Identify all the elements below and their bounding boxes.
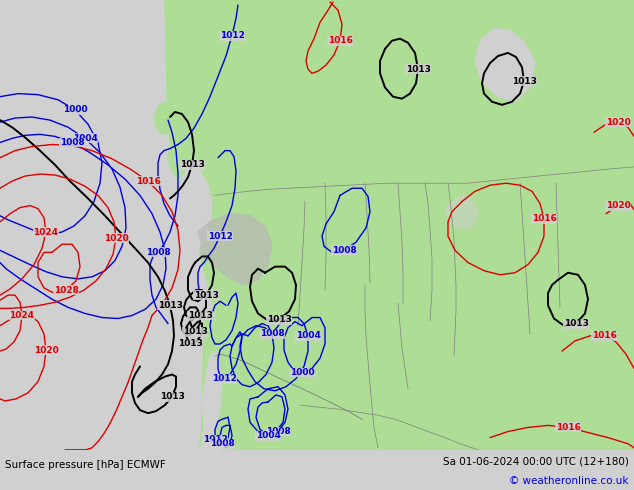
- Text: 1000: 1000: [63, 105, 87, 114]
- Text: 1020: 1020: [34, 345, 58, 355]
- Text: 1013: 1013: [188, 311, 212, 320]
- Text: 1028: 1028: [53, 286, 79, 294]
- Text: 1016: 1016: [531, 214, 557, 223]
- Text: 1000: 1000: [290, 368, 314, 377]
- Text: 1024: 1024: [34, 227, 58, 237]
- Text: 1013: 1013: [266, 315, 292, 324]
- Text: 1020: 1020: [103, 234, 128, 243]
- Polygon shape: [202, 351, 222, 438]
- Text: 1004: 1004: [256, 431, 280, 440]
- Text: 1016: 1016: [328, 36, 353, 45]
- Polygon shape: [180, 163, 212, 254]
- Text: 1008: 1008: [332, 246, 356, 255]
- Text: 1013: 1013: [183, 327, 207, 336]
- Text: 1008: 1008: [210, 439, 235, 448]
- Text: 1013: 1013: [193, 291, 219, 299]
- Polygon shape: [168, 137, 186, 178]
- Text: 1008: 1008: [60, 138, 84, 147]
- Text: 1016: 1016: [555, 423, 581, 432]
- Text: 1016: 1016: [592, 331, 616, 341]
- Polygon shape: [200, 310, 218, 448]
- Text: 1013: 1013: [564, 319, 588, 328]
- Text: 1008: 1008: [260, 329, 285, 338]
- Polygon shape: [446, 196, 478, 229]
- Text: © weatheronline.co.uk: © weatheronline.co.uk: [510, 476, 629, 486]
- Text: 1020: 1020: [605, 201, 630, 210]
- Text: 1016: 1016: [136, 177, 160, 186]
- Text: 1008: 1008: [146, 248, 171, 257]
- Text: 1012: 1012: [207, 232, 233, 241]
- Text: 1013: 1013: [158, 301, 183, 310]
- Polygon shape: [165, 0, 634, 450]
- Text: 1024: 1024: [10, 311, 34, 320]
- Polygon shape: [183, 198, 196, 229]
- Text: Sa 01-06-2024 00:00 UTC (12+180): Sa 01-06-2024 00:00 UTC (12+180): [443, 456, 629, 466]
- Text: 1013: 1013: [406, 65, 430, 74]
- Text: 1008: 1008: [266, 427, 290, 436]
- Text: 1012: 1012: [212, 374, 236, 383]
- Text: 1004: 1004: [72, 134, 98, 143]
- Text: Surface pressure [hPa] ECMWF: Surface pressure [hPa] ECMWF: [5, 460, 166, 470]
- Polygon shape: [560, 0, 634, 102]
- Polygon shape: [190, 214, 272, 285]
- Text: 1020: 1020: [605, 118, 630, 126]
- Text: 1013: 1013: [179, 160, 204, 170]
- Polygon shape: [475, 28, 535, 102]
- Polygon shape: [186, 229, 200, 263]
- Text: 1004: 1004: [295, 331, 320, 341]
- Polygon shape: [154, 102, 172, 134]
- Text: 1012: 1012: [219, 31, 245, 40]
- Text: 1012: 1012: [202, 435, 228, 444]
- Text: 1013: 1013: [160, 392, 184, 401]
- Text: 1013: 1013: [512, 77, 536, 86]
- Text: 1013: 1013: [178, 340, 202, 348]
